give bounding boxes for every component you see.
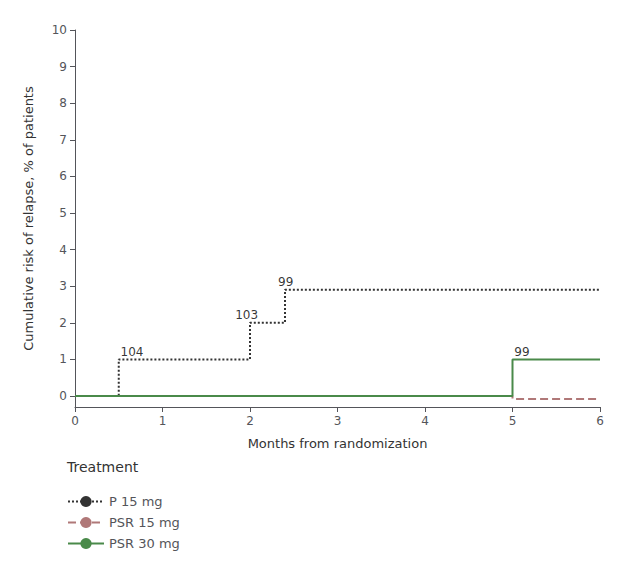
svg-text:5: 5 <box>59 206 67 220</box>
svg-text:6: 6 <box>59 169 67 183</box>
svg-text:0: 0 <box>71 414 79 428</box>
svg-text:4: 4 <box>421 414 429 428</box>
svg-text:6: 6 <box>596 414 604 428</box>
svg-text:PSR 15 mg: PSR 15 mg <box>109 515 180 530</box>
svg-text:0: 0 <box>59 389 67 403</box>
svg-text:9: 9 <box>59 60 67 74</box>
svg-text:1: 1 <box>159 414 167 428</box>
svg-text:2: 2 <box>246 414 254 428</box>
svg-text:103: 103 <box>235 308 258 322</box>
svg-text:Treatment: Treatment <box>66 459 139 475</box>
svg-text:2: 2 <box>59 316 67 330</box>
svg-text:3: 3 <box>59 279 67 293</box>
svg-text:7: 7 <box>59 133 67 147</box>
svg-text:P 15 mg: P 15 mg <box>109 494 163 509</box>
svg-text:1: 1 <box>59 352 67 366</box>
svg-text:PSR 30 mg: PSR 30 mg <box>109 536 180 551</box>
svg-text:Cumulative risk of relapse, %: Cumulative risk of relapse, % of patient… <box>21 86 36 351</box>
svg-text:99: 99 <box>278 275 293 289</box>
svg-text:5: 5 <box>509 414 517 428</box>
svg-text:99: 99 <box>514 345 529 359</box>
svg-text:10: 10 <box>52 23 67 37</box>
svg-text:4: 4 <box>59 243 67 257</box>
svg-text:104: 104 <box>121 345 144 359</box>
svg-text:Months from randomization: Months from randomization <box>248 436 428 451</box>
svg-text:8: 8 <box>59 96 67 110</box>
svg-text:3: 3 <box>334 414 342 428</box>
